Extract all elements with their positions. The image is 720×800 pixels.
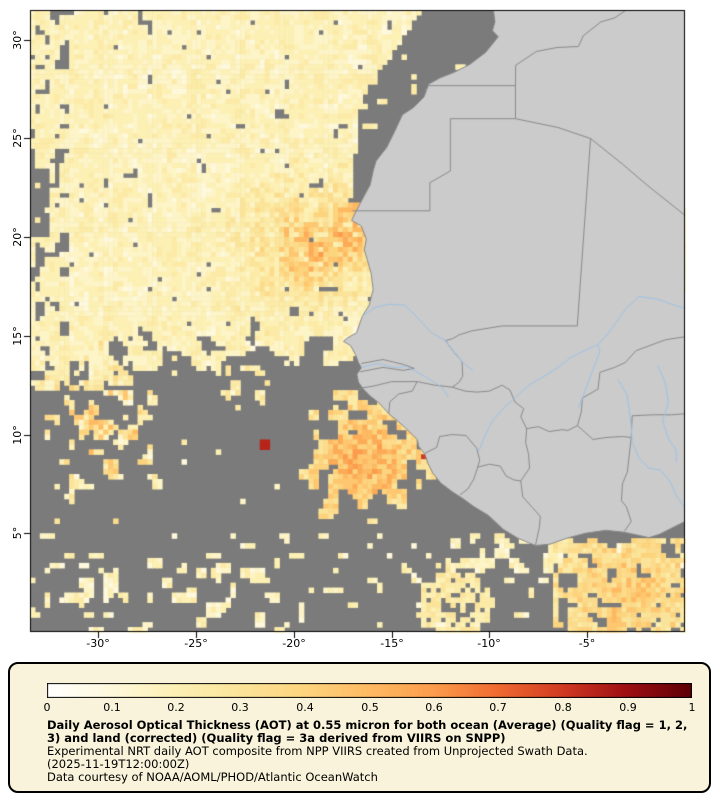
colorbar-tick-02: 0.2 (167, 701, 185, 714)
x-tick-label-m30: -30° (86, 637, 110, 650)
legend-line-experimental: Experimental NRT daily AOT composite fro… (47, 744, 588, 758)
colorbar-tick-04: 0.4 (296, 701, 314, 714)
colorbar-tick-01: 0.1 (103, 701, 121, 714)
legend-panel: 0 0.1 0.2 0.3 0.4 0.5 0.6 0.7 0.8 0.9 1 … (8, 662, 711, 793)
y-tick-label-15: 15° (11, 326, 24, 346)
y-tick-label-25: 25° (11, 128, 24, 148)
y-tick-label-30: 30° (11, 30, 24, 50)
y-tick-label-10: 10° (11, 425, 24, 445)
colorbar-tick-07: 0.7 (489, 701, 507, 714)
colorbar-tick-03: 0.3 (231, 701, 249, 714)
colorbar-tick-06: 0.6 (425, 701, 443, 714)
legend-title: Daily Aerosol Optical Thickness (AOT) at… (47, 718, 688, 745)
legend-line-courtesy: Data courtesy of NOAA/AOML/PHOD/Atlantic… (47, 770, 378, 784)
colorbar-tick-05: 0.5 (361, 701, 379, 714)
colorbar-tick-0: 0 (43, 701, 51, 714)
x-tick-label-m25: -25° (184, 637, 208, 650)
x-tick-label-m20: -20° (282, 637, 306, 650)
legend-line-timestamp: (2025-11-19T12:00:00Z) (47, 757, 190, 771)
x-tick-label-m15: -15° (380, 637, 404, 650)
colorbar-tick-1: 1 (688, 701, 696, 714)
x-tick-label-m5: -5° (578, 637, 596, 650)
y-tick-label-5: 5° (11, 526, 24, 540)
x-tick-label-m10: -10° (477, 637, 501, 650)
colorbar-tick-08: 0.8 (554, 701, 572, 714)
aot-map-canvas (0, 0, 720, 658)
y-tick-label-20: 20° (11, 227, 24, 247)
colorbar-tick-09: 0.9 (619, 701, 637, 714)
map-panel: 30° 25° 20° 15° 10° 5° -30° -25° -20° -1… (0, 0, 720, 658)
legend-caption-block: Daily Aerosol Optical Thickness (AOT) at… (47, 719, 702, 784)
colorbar-gradient (47, 683, 692, 698)
